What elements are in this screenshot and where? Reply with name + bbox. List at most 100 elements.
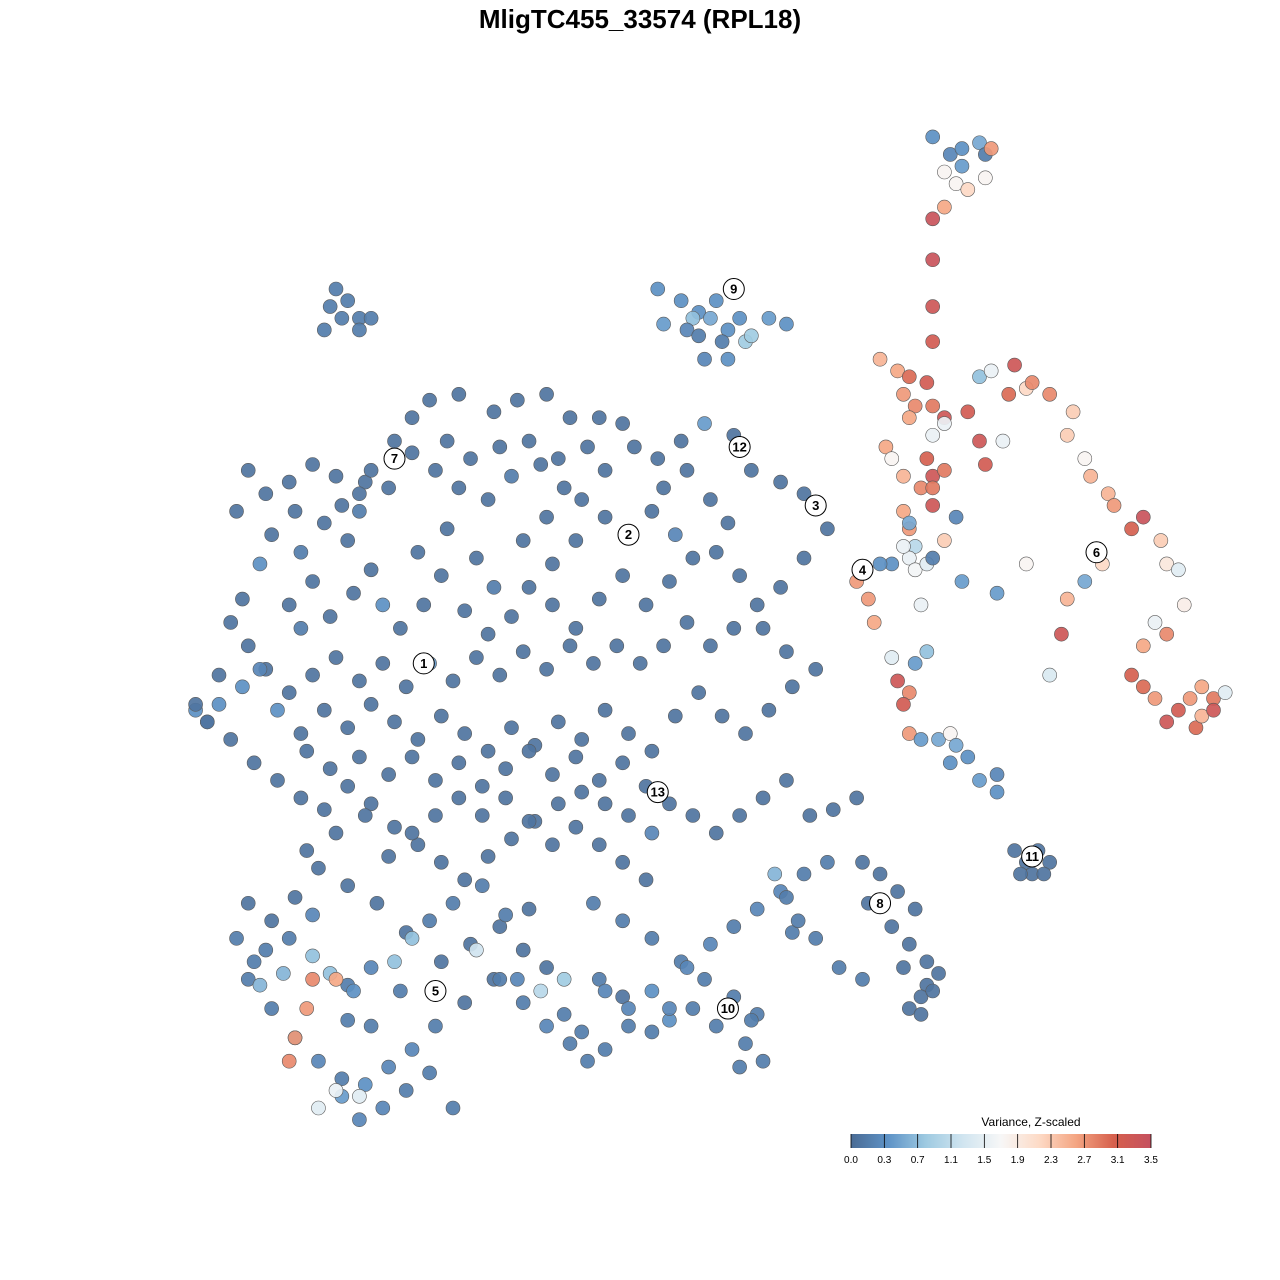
data-point [779,316,794,332]
data-point [246,954,262,970]
data-point [650,281,666,297]
data-point [708,825,724,841]
data-point [375,597,391,613]
data-point [662,796,677,812]
data-point [352,1112,367,1127]
data-point [281,931,297,946]
cluster-label-2: 2 [617,523,640,546]
data-point [316,322,332,338]
data-point [1171,562,1186,578]
data-point [480,492,496,507]
data-point [744,328,759,344]
cluster-label-text: 5 [432,984,439,999]
data-point [580,439,595,455]
data-point [615,416,630,431]
data-point [591,971,607,987]
data-point [521,580,537,595]
data-point [1188,720,1204,736]
cluster-label-8: 8 [869,892,892,915]
data-point [621,808,636,823]
data-point [480,743,496,759]
data-point [954,574,970,589]
data-point [1106,498,1122,513]
data-point [644,1024,660,1040]
data-point [972,369,987,385]
data-point [439,433,455,449]
cluster-label-1: 1 [412,652,435,675]
cluster-label-circle [869,892,892,915]
data-point [1194,679,1210,695]
data-point [1147,691,1163,706]
data-point [995,433,1011,449]
data-point [352,1089,367,1104]
cluster-label-3: 3 [804,494,827,517]
data-point [1059,591,1075,607]
data-point [925,480,941,496]
data-point [820,854,835,870]
data-point [293,790,309,806]
data-point [428,773,443,788]
data-point [334,1071,350,1087]
data-point [305,971,320,987]
data-point [281,474,297,490]
data-point [264,527,279,543]
data-point [211,667,227,683]
data-point [504,468,519,484]
data-point [720,351,736,367]
data-point [340,878,356,894]
data-point [393,983,408,999]
data-point [586,656,601,671]
data-point [1007,843,1022,858]
data-point [948,176,964,191]
data-point [656,638,671,654]
data-point [281,685,297,700]
data-point [667,527,683,543]
data-point [311,860,326,876]
data-point [457,726,473,741]
data-point [515,644,531,660]
data-point [357,808,373,823]
data-point [919,644,935,660]
data-point [989,585,1005,601]
data-point [925,398,941,414]
data-point [550,796,566,812]
data-point [428,1018,443,1034]
data-point [322,609,338,624]
data-point [697,416,712,431]
cluster-label-circle [383,447,406,470]
data-point [1083,468,1098,484]
data-point [363,960,379,975]
data-point [597,1042,613,1057]
data-point [925,427,941,443]
data-point [931,966,946,981]
data-point [1001,386,1017,402]
data-point [796,550,812,566]
data-point [685,310,701,326]
data-point [960,749,976,765]
data-point [896,468,911,484]
data-point [293,544,309,560]
data-point [539,1018,554,1034]
data-point [328,825,344,841]
cluster-label-circle [424,980,447,1002]
data-point [720,322,736,338]
data-point [978,170,993,186]
data-point [662,574,677,589]
data-point [972,773,987,788]
data-point [884,451,900,466]
data-point [474,778,490,794]
data-point [498,907,513,923]
data-point [597,463,613,478]
data-point [1194,708,1210,724]
data-point [744,463,759,478]
data-point [878,439,894,455]
legend-ticks: 0.0 0.3 0.7 1.1 1.5 1.9 2.3 2.7 3.1 3.5 [844,1134,1158,1166]
data-point [1159,714,1174,730]
data-point [761,310,777,326]
data-point [381,1059,396,1075]
data-point [925,211,941,227]
data-point [942,755,958,771]
data-point [662,1001,677,1016]
data-point [942,726,958,741]
